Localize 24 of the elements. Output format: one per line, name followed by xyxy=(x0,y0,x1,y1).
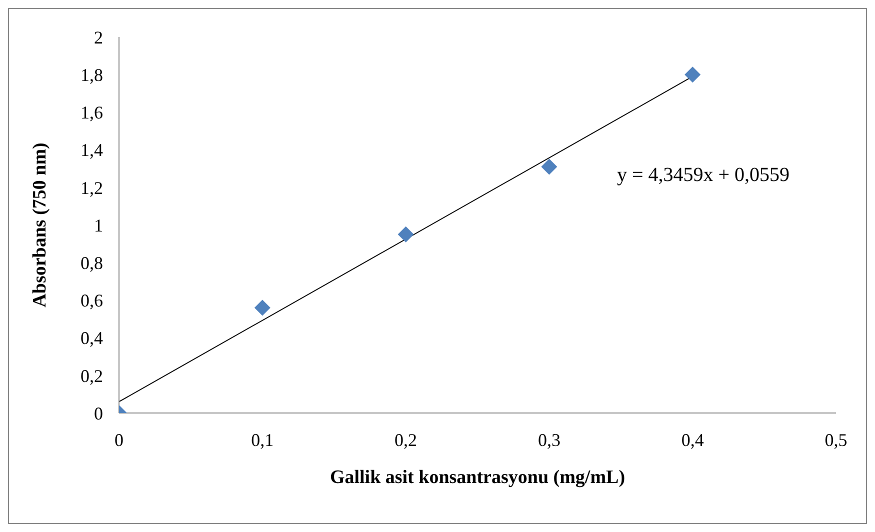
y-tick-label: 1,4 xyxy=(80,140,103,160)
y-tick-label: 0 xyxy=(94,403,103,424)
y-tick-label: 0,8 xyxy=(80,252,103,273)
x-tick-label: 0,4 xyxy=(681,430,704,450)
x-tick-label: 0,5 xyxy=(824,430,848,450)
x-tick-label: 0,1 xyxy=(251,430,274,450)
x-tick-label: 0,3 xyxy=(538,430,560,450)
x-tick-label: 0 xyxy=(114,430,124,450)
y-tick-label: 2 xyxy=(94,27,103,48)
y-tick-label: 0,6 xyxy=(80,290,103,311)
y-tick-label: 1,2 xyxy=(80,178,103,198)
y-tick-label: 1,8 xyxy=(80,64,103,85)
y-tick-label: 0,2 xyxy=(80,366,103,386)
y-tick-label: 0,4 xyxy=(80,328,103,348)
x-axis-title: Gallik asit konsantrasyonu (mg/mL) xyxy=(330,467,626,488)
x-tick-label: 0,2 xyxy=(394,430,418,450)
y-tick-label: 1 xyxy=(94,215,103,236)
point xyxy=(398,226,414,242)
point xyxy=(541,158,558,175)
point xyxy=(684,66,701,83)
y-tick-label: 1,6 xyxy=(80,102,103,123)
point xyxy=(254,300,270,316)
y-axis-title: Absorbans (750 nm) xyxy=(30,142,51,308)
annotation: y = 4,3459x + 0,0559 xyxy=(617,164,790,187)
